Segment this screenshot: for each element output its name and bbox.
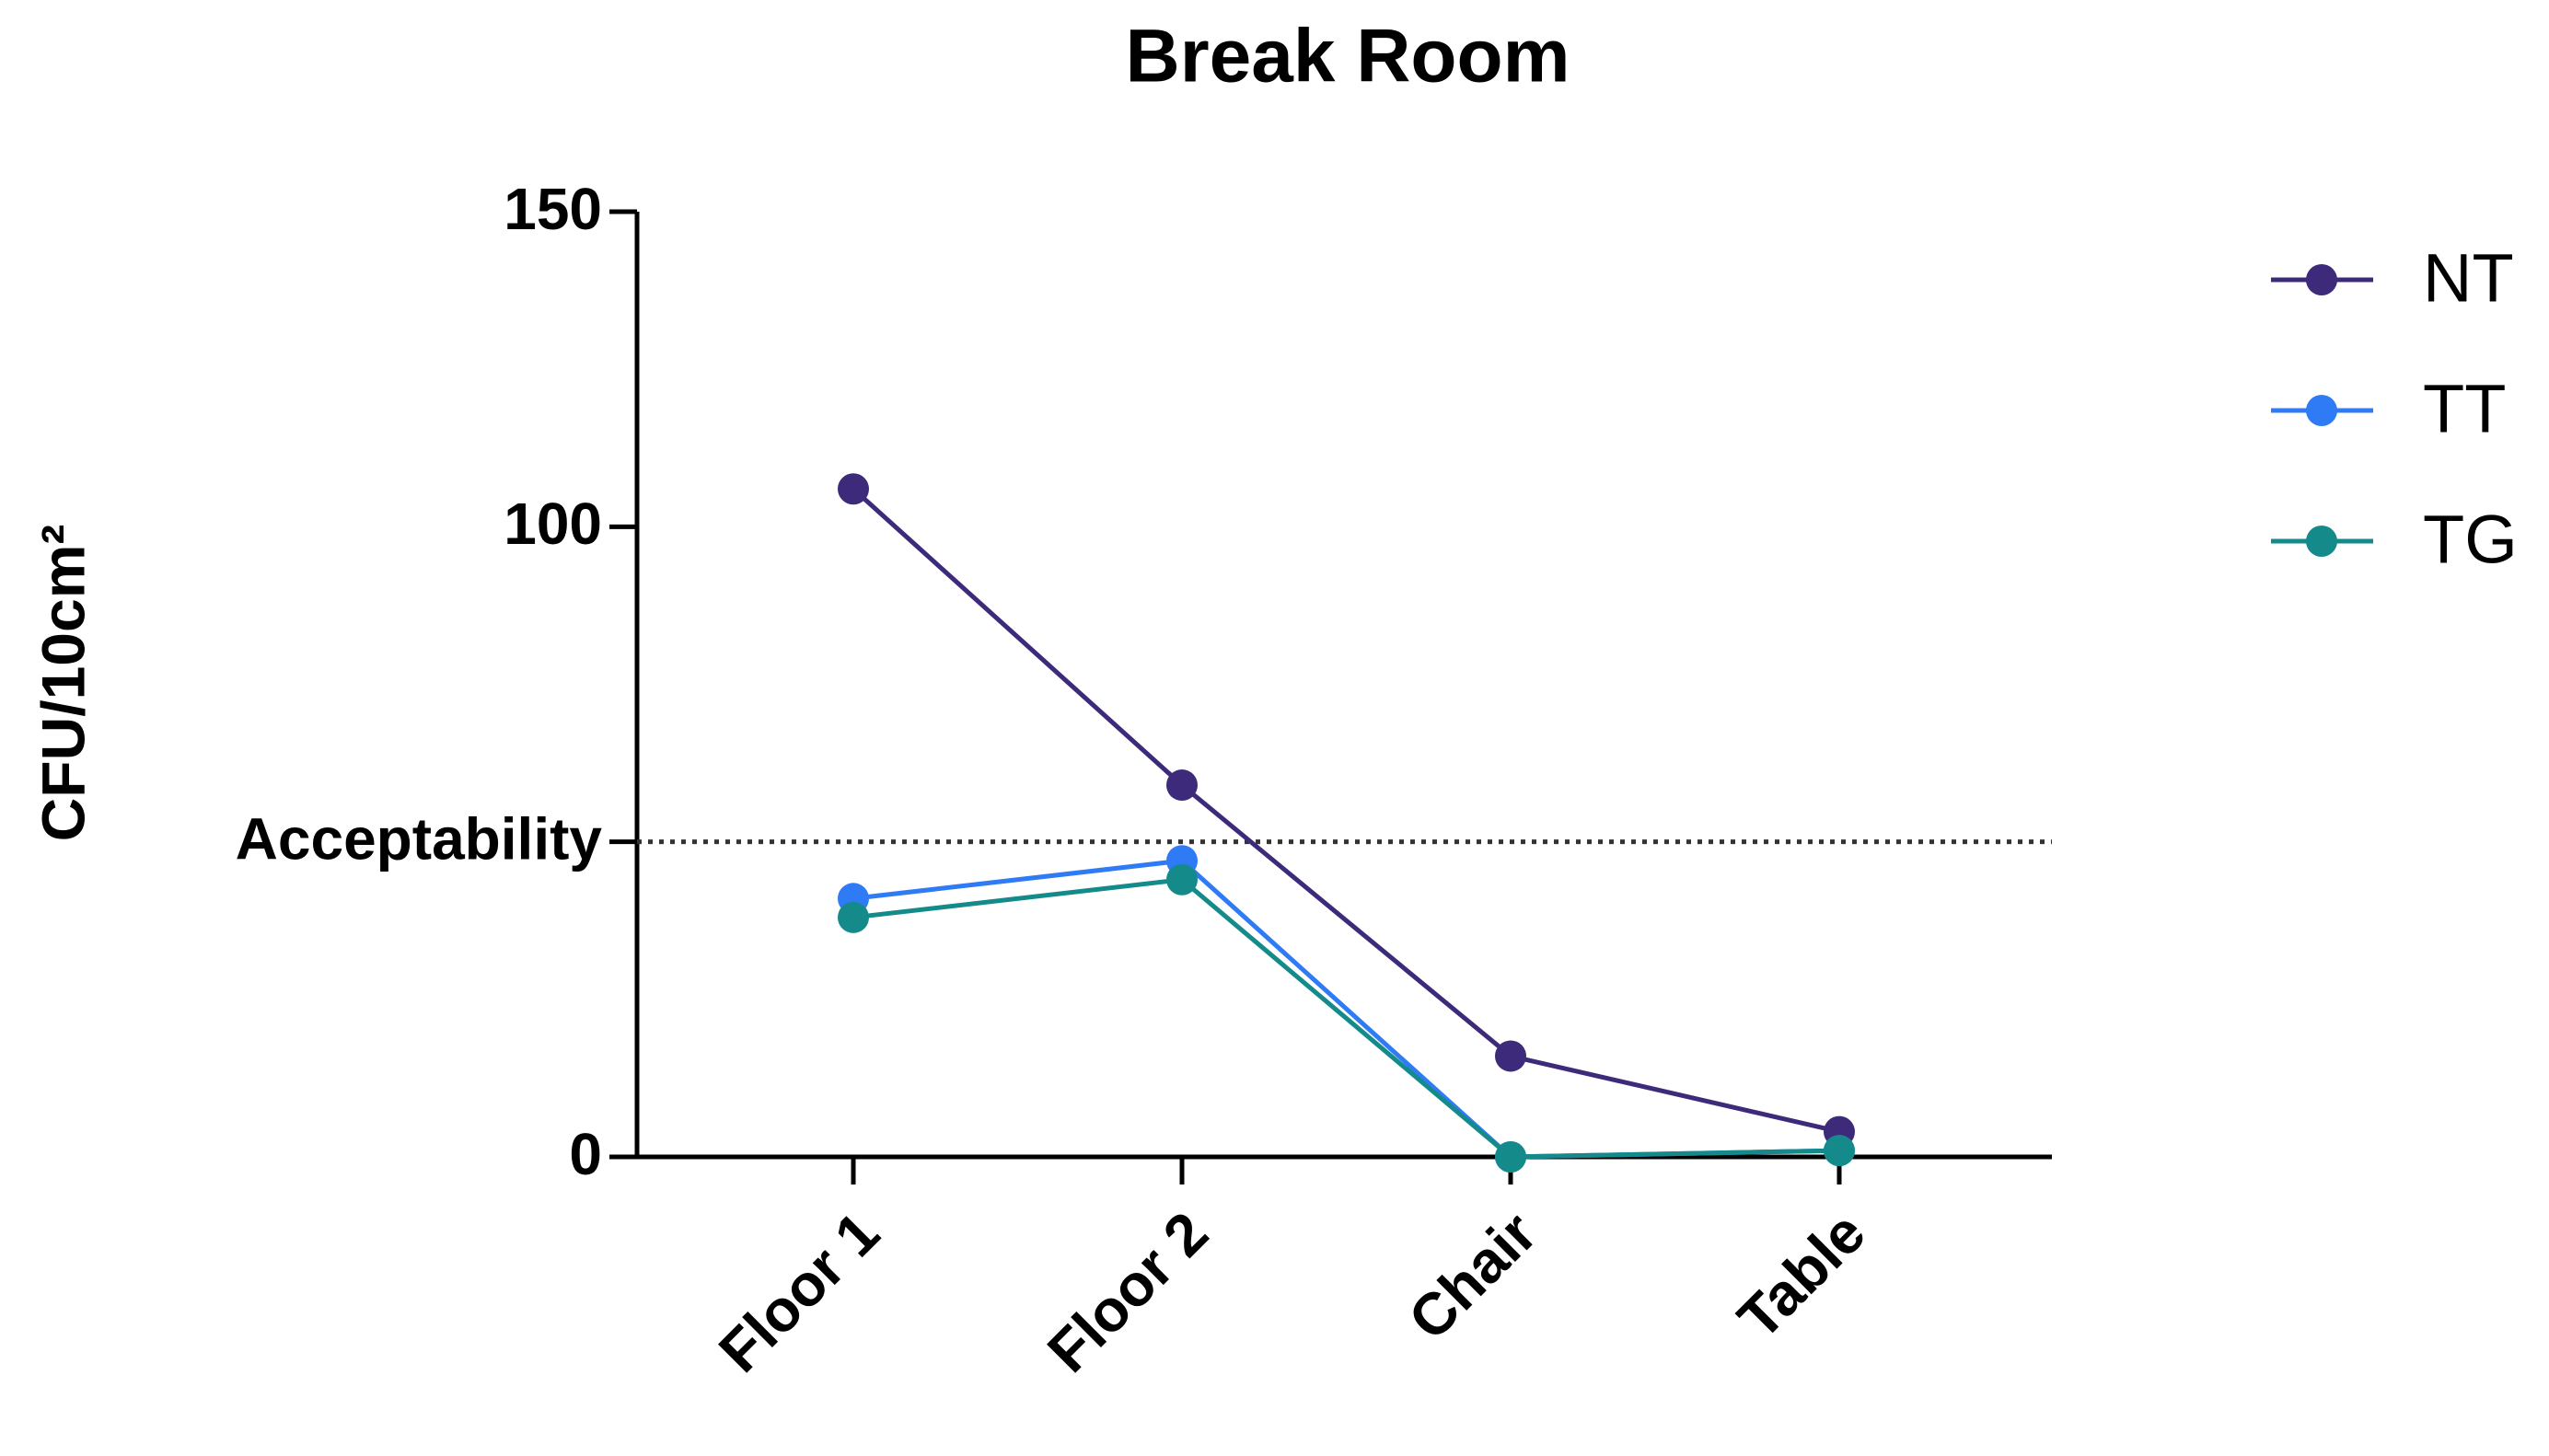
series-line: [852, 487, 1840, 1135]
data-point: [1824, 1135, 1855, 1167]
y-tick-label: 0: [569, 1121, 602, 1187]
y-axis-label: CFU/10cm²: [29, 525, 97, 842]
data-point: [1166, 769, 1198, 802]
series-line: [852, 877, 1840, 1160]
x-tick-label: Floor 1: [706, 1199, 892, 1385]
chart-title: Break Room: [1125, 15, 1570, 98]
y-tick-label: 150: [504, 176, 602, 242]
x-tick-label: Floor 2: [1035, 1199, 1221, 1385]
y-tick-label: 100: [504, 491, 602, 557]
y-tick-label: Acceptability: [236, 806, 603, 872]
legend-marker: [2306, 264, 2337, 295]
data-point: [838, 901, 869, 933]
data-point: [1495, 1040, 1526, 1072]
legend-marker: [2306, 395, 2337, 426]
data-point: [1495, 1141, 1526, 1173]
data-point: [838, 473, 869, 505]
x-tick-label: Chair: [1396, 1199, 1549, 1353]
legend-label: NT: [2423, 240, 2514, 317]
data-point: [1166, 863, 1198, 896]
legend-label: TT: [2423, 371, 2506, 447]
legend-marker: [2306, 526, 2337, 557]
legend-label: TG: [2423, 502, 2518, 578]
series-line: [852, 858, 1840, 1160]
x-tick-label: Table: [1725, 1199, 1878, 1352]
